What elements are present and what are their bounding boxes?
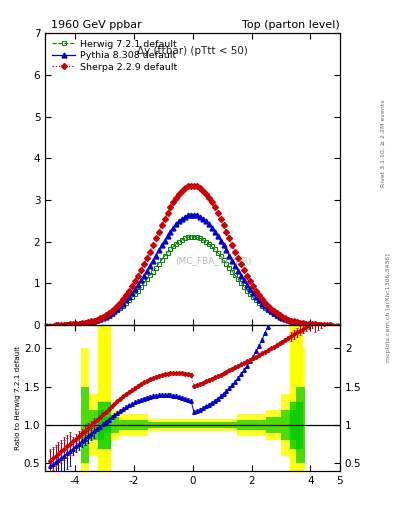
Pythia 8.308 default [100,315,105,321]
Text: Rivet 3.1.10, ≥ 2.2M events: Rivet 3.1.10, ≥ 2.2M events [380,99,385,187]
Herwig 7.2.1 default [221,257,226,263]
Sherpa 2.2.9 default [159,222,164,228]
Herwig 7.2.1 default [327,322,332,328]
Text: Δy (t̄t̄bar) (pTtt < 50): Δy (t̄t̄bar) (pTtt < 50) [137,47,248,56]
Sherpa 2.2.9 default [327,322,332,328]
Herwig 7.2.1 default [100,315,105,322]
Line: Herwig 7.2.1 default: Herwig 7.2.1 default [53,234,332,327]
Pythia 8.308 default [124,297,129,304]
Pythia 8.308 default [53,322,58,328]
Sherpa 2.2.9 default [100,314,105,320]
Pythia 8.308 default [192,211,196,218]
Text: (MC_FBA_TTBAR): (MC_FBA_TTBAR) [175,257,252,265]
Herwig 7.2.1 default [263,305,267,311]
Herwig 7.2.1 default [159,257,164,263]
Pythia 8.308 default [327,322,332,328]
Text: 1960 GeV ppbar: 1960 GeV ppbar [51,20,142,31]
Herwig 7.2.1 default [168,246,173,252]
Sherpa 2.2.9 default [263,300,267,306]
Sherpa 2.2.9 default [168,204,173,210]
Pythia 8.308 default [263,303,267,309]
Sherpa 2.2.9 default [221,222,226,228]
Herwig 7.2.1 default [53,322,58,328]
Line: Sherpa 2.2.9 default: Sherpa 2.2.9 default [53,183,332,327]
Herwig 7.2.1 default [192,233,196,240]
Legend: Herwig 7.2.1 default, Pythia 8.308 default, Sherpa 2.2.9 default: Herwig 7.2.1 default, Pythia 8.308 defau… [50,38,179,74]
Y-axis label: Ratio to Herwig 7.2.1 default: Ratio to Herwig 7.2.1 default [15,346,21,450]
Sherpa 2.2.9 default [192,182,196,188]
Pythia 8.308 default [221,242,226,248]
Pythia 8.308 default [168,228,173,234]
Sherpa 2.2.9 default [124,292,129,298]
Line: Pythia 8.308 default: Pythia 8.308 default [53,212,332,327]
Herwig 7.2.1 default [124,300,129,306]
Text: mcplots.cern.ch [arXiv:1306.3436]: mcplots.cern.ch [arXiv:1306.3436] [386,253,391,361]
Text: Top (parton level): Top (parton level) [242,20,340,31]
Sherpa 2.2.9 default [53,322,58,328]
Pythia 8.308 default [159,242,164,248]
